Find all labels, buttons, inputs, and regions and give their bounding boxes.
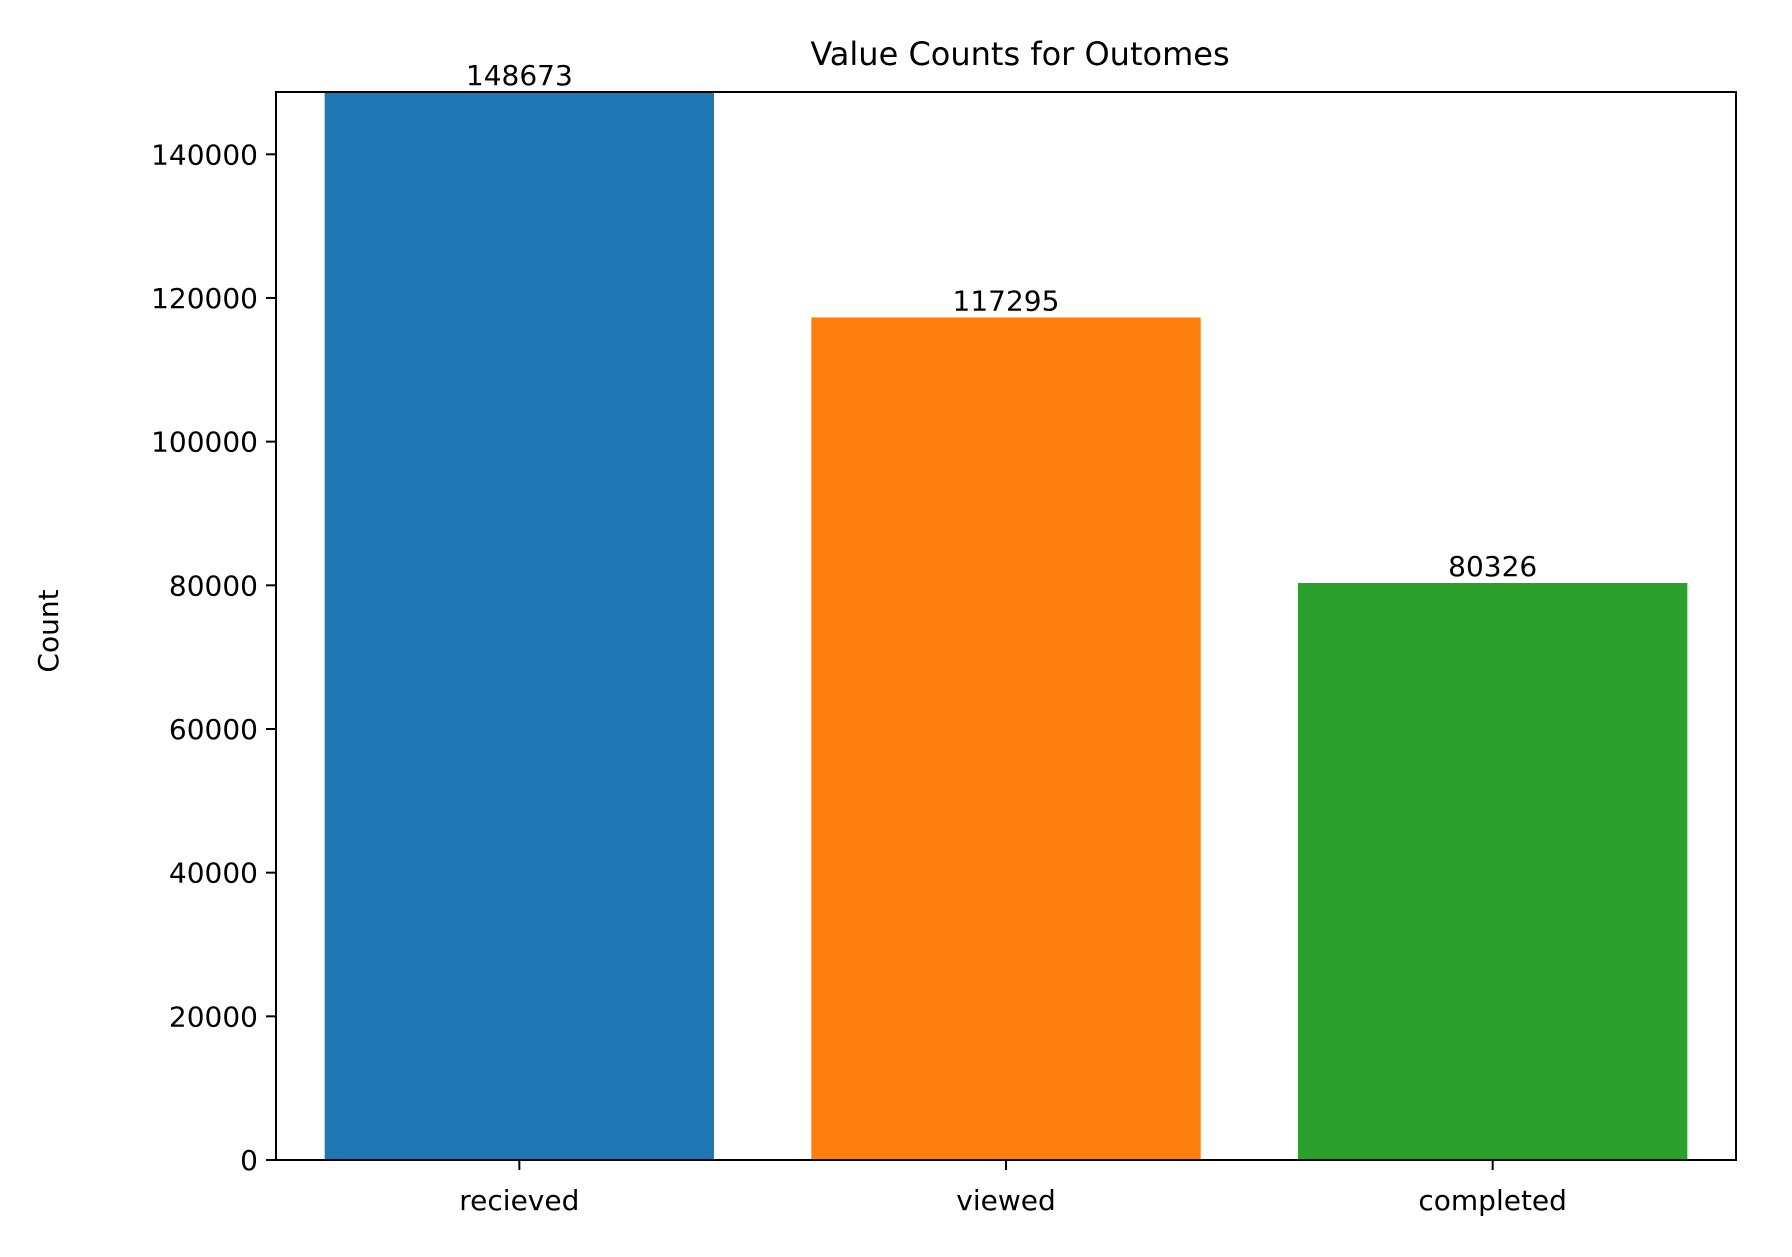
x-tick-label: viewed: [956, 1184, 1055, 1217]
y-tick-label: 40000: [169, 857, 258, 890]
y-tick-label: 0: [240, 1144, 258, 1177]
x-axis-ticks-group: recieved viewed completed: [459, 1160, 1567, 1217]
y-tick-label: 100000: [151, 426, 258, 459]
x-tick-label: completed: [1418, 1184, 1567, 1217]
bar-value-label: 80326: [1448, 550, 1537, 583]
bar-value-label: 117295: [953, 284, 1060, 317]
y-axis-label: Count: [32, 589, 65, 672]
y-tick-label: 140000: [151, 138, 258, 171]
chart-title: Value Counts for Outomes: [810, 35, 1229, 73]
y-tick-label: 60000: [169, 713, 258, 746]
plot-area-frame: [275, 91, 1737, 1161]
bars-group: [324, 92, 1688, 1160]
y-axis-ticks-group: 0 20000 40000 60000 80000 100000 120000 140000: [151, 138, 276, 1177]
bar-recieved: [324, 92, 714, 1160]
x-tick-label: recieved: [459, 1184, 579, 1217]
bar-value-label: 148673: [466, 59, 573, 92]
y-tick-label: 80000: [169, 569, 258, 602]
y-tick-label: 20000: [169, 1000, 258, 1033]
bar-viewed: [811, 317, 1201, 1160]
bar-value-labels-group: 148673 117295 80326: [466, 59, 1537, 583]
y-tick-label: 120000: [151, 282, 258, 315]
bar-completed: [1298, 582, 1688, 1160]
